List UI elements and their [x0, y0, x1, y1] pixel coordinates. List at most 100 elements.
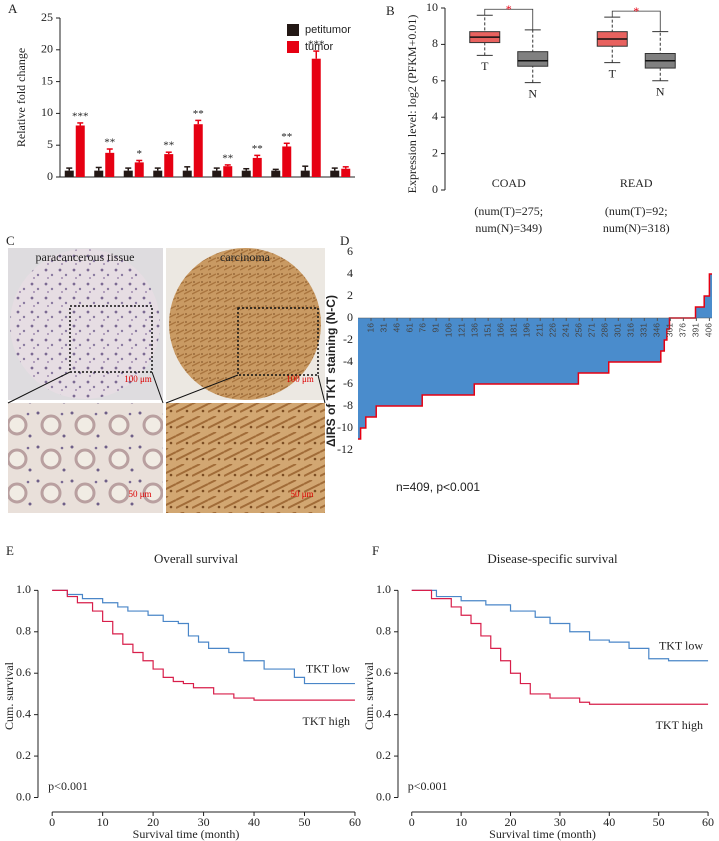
y-tick-label: 0 [347, 310, 353, 324]
panel-label: F [372, 543, 379, 558]
zoom-box [69, 305, 153, 373]
y-tick-label: -2 [343, 332, 353, 346]
annotation: n=409, p<0.001 [396, 480, 480, 494]
x-tick-label: 60 [702, 815, 714, 829]
step-line [358, 273, 712, 440]
y-axis-label: ΔIRS of TKT staining (N-C) [324, 295, 338, 447]
significance-label: ** [281, 131, 292, 143]
y-tick-label: 5 [47, 137, 53, 151]
zoom-line [7, 371, 71, 404]
x-tick-label: 91 [430, 323, 440, 333]
y-tick-label: -8 [343, 398, 353, 412]
x-tick-label: 106 [443, 323, 453, 337]
x-tick-label: READ [620, 176, 653, 190]
y-tick-label: 0.0 [16, 789, 31, 803]
x-tick-label: 271 [587, 323, 597, 337]
annotation: p<0.001 [408, 779, 448, 793]
image-title: paracancerous tissue [36, 250, 135, 264]
panel-label: E [6, 543, 14, 558]
y-tick-label: 6 [432, 73, 438, 87]
scale-bar-label: 100 μm [286, 374, 314, 384]
x-tick-label: 136 [469, 323, 479, 337]
tissue-core [10, 249, 160, 399]
curve-label: TKT high [656, 718, 703, 732]
sample-note: num(N)=349) [475, 221, 542, 235]
bar [105, 152, 115, 177]
x-tick-label: 40 [248, 815, 260, 829]
x-tick-label: 181 [508, 323, 518, 337]
y-tick-label: -4 [343, 354, 353, 368]
y-tick-label: 0.6 [16, 665, 31, 679]
significance-label: * [633, 4, 639, 18]
x-axis-label: Survival time (month) [489, 827, 596, 841]
image-title: carcinoma [220, 250, 271, 264]
x-tick-label: 166 [495, 323, 505, 337]
sample-note: (num(T)=92; [605, 204, 668, 218]
legend-label: petitumor [305, 24, 351, 36]
x-tick-label: 211 [534, 323, 544, 337]
x-tick-label: 20 [147, 815, 159, 829]
x-tick-label: 50 [653, 815, 665, 829]
series-label: N [656, 85, 665, 99]
x-tick-label: COAD [492, 176, 526, 190]
x-tick-label: 30 [198, 815, 210, 829]
zoom-image [166, 403, 325, 513]
y-tick-label: 0.4 [376, 706, 391, 720]
tissue-core [169, 248, 321, 400]
x-tick-label: 60 [349, 815, 361, 829]
x-tick-label: 31 [378, 323, 388, 333]
y-tick-label: 4 [432, 109, 438, 123]
x-tick-label: 151 [482, 323, 492, 337]
bar [311, 58, 321, 178]
x-tick-label: 376 [678, 323, 688, 337]
significance-bracket [484, 8, 534, 30]
series-label: N [528, 86, 537, 100]
bar [64, 170, 74, 177]
x-tick-label: 346 [652, 323, 662, 337]
y-tick-label: 0.8 [16, 624, 31, 638]
series-label: T [609, 66, 617, 80]
survival-curve [411, 589, 709, 705]
y-tick-label: 10 [41, 105, 53, 119]
y-axis-label: Relative fold change [14, 48, 28, 147]
x-tick-label: 30 [554, 815, 566, 829]
chart-title: Disease-specific survival [487, 551, 618, 566]
y-tick-label: 2 [347, 288, 353, 302]
curve-label: TKT low [659, 639, 703, 653]
x-tick-label: 16 [365, 323, 375, 333]
x-tick-label: 0 [49, 815, 55, 829]
x-tick-label: 316 [626, 323, 636, 337]
y-tick-label: 0.6 [376, 665, 391, 679]
bar [252, 157, 262, 177]
x-tick-label: 40 [603, 815, 615, 829]
scale-bar-label: 100 μm [124, 374, 152, 384]
bar [94, 170, 104, 177]
x-tick-label: 226 [547, 323, 557, 337]
survival-curve [411, 589, 709, 662]
significance-label: * [137, 148, 143, 160]
y-tick-label: 1.0 [16, 582, 31, 596]
significance-label: ** [163, 140, 174, 152]
bar [193, 124, 203, 177]
x-tick-label: 406 [704, 323, 714, 337]
sample-note: (num(T)=275; [474, 204, 543, 218]
survival-curve [52, 589, 355, 685]
curve-label: TKT high [303, 714, 350, 728]
x-tick-label: 10 [455, 815, 467, 829]
x-tick-label: 61 [404, 323, 414, 333]
zoom-image [8, 403, 163, 513]
y-tick-label: 10 [426, 0, 438, 14]
x-tick-label: 241 [560, 323, 570, 337]
x-tick-label: 46 [391, 323, 401, 333]
y-tick-label: 0.2 [16, 748, 31, 762]
chart-title: Overall survival [154, 551, 239, 566]
panel-label: B [386, 3, 395, 18]
bar [153, 170, 163, 177]
x-tick-label: 286 [600, 323, 610, 337]
significance-label: * [506, 2, 512, 16]
box [517, 51, 549, 67]
area [358, 274, 712, 439]
significance-label: ** [252, 143, 263, 155]
y-tick-label: 8 [432, 36, 438, 50]
